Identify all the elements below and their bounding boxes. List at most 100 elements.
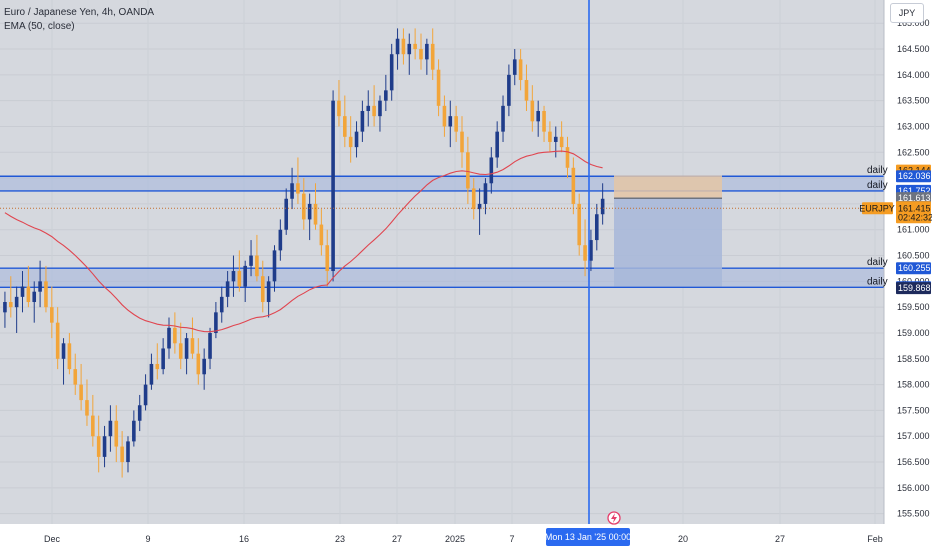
candle	[553, 126, 558, 158]
candle	[571, 157, 576, 215]
position-target-area	[614, 198, 722, 287]
candle	[284, 188, 289, 235]
candle	[50, 286, 54, 339]
candle	[243, 260, 247, 303]
candle	[102, 425, 107, 468]
time-axis-bg	[0, 524, 932, 550]
candle-body	[114, 420, 119, 447]
candle	[178, 322, 183, 370]
indicator-label[interactable]: EMA (50, close)	[4, 21, 75, 32]
candle-body	[430, 43, 435, 70]
candle	[389, 43, 394, 101]
crosshair-price-badge-bg	[896, 282, 931, 295]
candle	[501, 95, 505, 142]
candle	[67, 332, 72, 375]
candle-body	[483, 183, 488, 204]
candle	[372, 85, 376, 127]
candle-body	[366, 105, 371, 111]
candle	[448, 100, 453, 148]
price-axis[interactable]: 155.500 156.000 156.500 157.000 157.500 158.0…	[883, 0, 932, 550]
candle-body	[67, 343, 72, 370]
candle	[401, 28, 406, 65]
candle	[583, 219, 587, 277]
candle	[161, 338, 165, 375]
candle-body	[91, 415, 95, 437]
zone-label-daily: daily	[867, 276, 888, 287]
candle	[307, 193, 312, 241]
candle-body	[243, 265, 247, 287]
candle	[32, 281, 37, 323]
candle	[190, 317, 195, 359]
candle-body	[553, 136, 558, 142]
candle-body	[284, 198, 289, 230]
price-tick-label: 161.000	[897, 225, 930, 235]
currency-button[interactable]: JPY	[890, 3, 924, 23]
candle	[20, 271, 25, 313]
zone-label-daily: daily	[867, 180, 888, 191]
candle	[61, 338, 66, 385]
candle	[384, 74, 388, 111]
candle-body	[460, 131, 464, 153]
price-tick-label: 164.500	[897, 44, 930, 54]
candle-body	[3, 302, 7, 313]
candle-body	[190, 338, 195, 354]
time-tick-label: 20	[678, 534, 688, 544]
position-stop-area	[614, 175, 722, 199]
price-tick-label: 156.500	[897, 457, 930, 467]
candle	[137, 394, 142, 432]
candle	[167, 317, 171, 359]
candle-body	[594, 214, 599, 241]
candle	[96, 415, 101, 473]
candle	[55, 307, 60, 370]
candle-body	[255, 255, 259, 277]
candle-body	[8, 302, 13, 308]
candle	[589, 229, 593, 272]
candle	[524, 64, 529, 111]
candle-body	[14, 296, 19, 308]
candle-body	[85, 400, 89, 416]
candle-body	[389, 54, 394, 91]
candle-body	[32, 291, 37, 303]
candle-body	[507, 74, 511, 106]
candle-body	[378, 100, 382, 117]
candle	[272, 245, 277, 292]
time-tick-label: Dec	[44, 534, 61, 544]
candle	[442, 95, 447, 137]
zone-2-fill	[0, 268, 884, 288]
candle-body	[448, 116, 453, 127]
candle	[600, 183, 605, 225]
candle-body	[454, 116, 458, 132]
chart-legend: Euro / Japanese Yen, 4h, OANDA EMA (50, …	[4, 6, 154, 34]
candle-body	[501, 105, 505, 132]
short-position-tool[interactable]	[614, 175, 722, 287]
alert-icon[interactable]	[607, 511, 621, 525]
candle	[471, 178, 476, 220]
symbol-badge-bg	[862, 202, 893, 215]
candle-body	[278, 229, 283, 251]
price-tick-label: 159.500	[897, 302, 930, 312]
candle-body	[44, 281, 48, 308]
candle-body	[542, 110, 546, 132]
candle-body	[407, 43, 412, 55]
time-tick-label: 23	[335, 534, 345, 544]
candle	[425, 38, 429, 75]
zone1-bottom-badge-text: 161.752	[898, 186, 931, 196]
candle-body	[38, 281, 42, 292]
candle-body	[559, 136, 564, 148]
candle-body	[96, 436, 101, 457]
candle	[132, 410, 136, 447]
candle	[3, 291, 7, 328]
candle	[577, 193, 582, 256]
candle-body	[79, 384, 83, 401]
symbol-badge-text: EURJPY	[859, 203, 895, 213]
symbol-title[interactable]: Euro / Japanese Yen, 4h, OANDA	[4, 7, 155, 18]
candle-body	[50, 307, 54, 323]
candle-body	[372, 105, 376, 117]
candle	[85, 379, 89, 426]
time-axis[interactable]: Dec 9 16 23 27 2025 7 20 27 Feb Mon 13 Jan '25 00:…	[0, 524, 932, 550]
candle	[208, 327, 212, 370]
ema-line	[4, 150, 603, 333]
candle-body	[301, 193, 306, 220]
